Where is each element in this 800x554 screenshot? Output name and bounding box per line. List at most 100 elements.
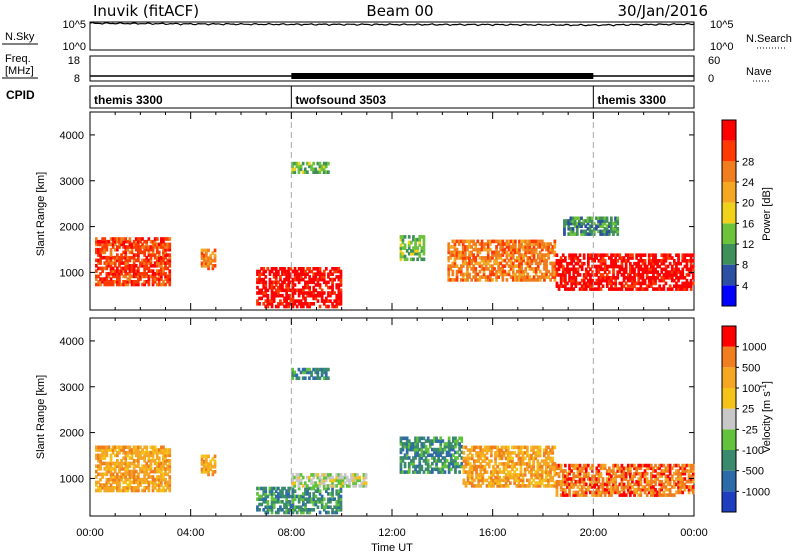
echo-cell [683,471,687,476]
echo-cell [656,273,659,277]
echo-cell [645,273,649,277]
echo-cell [635,466,638,471]
echo-cell [491,278,494,282]
echo-cell [128,469,132,474]
echo-cell [497,239,500,244]
echo-cell [595,253,599,257]
echo-cell [593,479,596,484]
echo-cell [134,239,138,244]
echo-cell [506,459,510,463]
echo-cell [320,500,324,504]
echo-cell [118,445,121,450]
echo-cell [306,291,309,295]
echo-cell [563,219,566,223]
echo-cell [650,487,653,492]
echo-cell [545,478,548,483]
echo-cell [168,475,172,479]
echo-cell [262,272,266,276]
echo-cell [277,291,280,295]
echo-cell [162,237,165,241]
echo-cell [149,475,153,479]
echo-cell [502,451,506,455]
echo-cell [490,475,493,480]
echo-cell [660,270,664,274]
echo-cell [155,477,159,482]
echo-cell [320,299,324,303]
echo-cell [200,261,204,266]
echo-cell [157,253,161,257]
echo-cell [517,448,521,452]
echo-cell [316,484,320,488]
echo-cell [589,485,592,489]
echo-cell [549,456,552,461]
echo-cell [162,448,165,452]
echo-cell [103,450,107,455]
echo-cell [337,473,341,477]
echo-cell [679,466,682,471]
echo-cell [526,464,529,469]
echo-cell [505,239,509,244]
echo-cell [399,464,403,469]
echo-cell [543,253,546,257]
echo-cell [658,482,661,487]
echo-cell [109,242,113,247]
echo-cell [122,280,125,284]
echo-cell [418,459,422,463]
echo-cell [584,273,588,277]
echo-cell [293,370,297,375]
echo-cell [439,459,443,463]
echo-cell [494,481,497,485]
echo-cell [260,296,263,301]
echo-cell [603,482,607,487]
echo-cell [105,472,109,477]
echo-cell [511,467,514,472]
echo-cell [202,470,206,474]
echo-cell [299,291,303,295]
echo-cell [522,247,525,252]
echo-cell [614,229,617,234]
echo-cell [295,161,299,166]
echo-cell [520,245,523,249]
echo-cell [532,250,536,255]
echo-cell [573,219,577,223]
echo-cell [509,264,513,268]
echo-cell [407,447,411,452]
echo-cell [95,445,98,450]
echo-cell [364,473,368,477]
echo-cell [291,269,295,274]
echo-cell [337,302,341,306]
echo-cell [132,475,136,479]
nave-band [291,73,594,79]
echo-cell [578,487,582,492]
echo-cell [526,467,529,472]
echo-cell [503,247,507,252]
echo-cell [576,259,580,263]
echo-cell [549,272,552,277]
echo-cell [164,253,167,257]
echo-cell [551,267,555,271]
echo-cell [683,284,687,288]
echo-cell [691,264,695,269]
echo-cell [664,253,668,257]
echo-cell [439,470,443,474]
echo-cell [331,304,334,309]
echo-cell [521,473,525,477]
echo-cell [519,462,523,466]
echo-cell [551,459,555,463]
echo-cell [155,242,159,247]
echo-cell [439,450,443,455]
echo-cell [258,288,261,293]
echo-cell [151,488,155,493]
echo-cell [586,216,590,221]
echo-cell [589,287,592,291]
echo-cell [497,267,500,271]
echo-cell [335,510,339,515]
echo-cell [484,267,488,271]
echo-cell [316,267,320,271]
echo-cell [572,256,576,260]
colorbar-tick-label: 24 [742,177,754,189]
echo-cell [111,255,115,260]
echo-cell [339,481,343,485]
echo-cell [256,302,259,306]
echo-cell [327,367,330,372]
